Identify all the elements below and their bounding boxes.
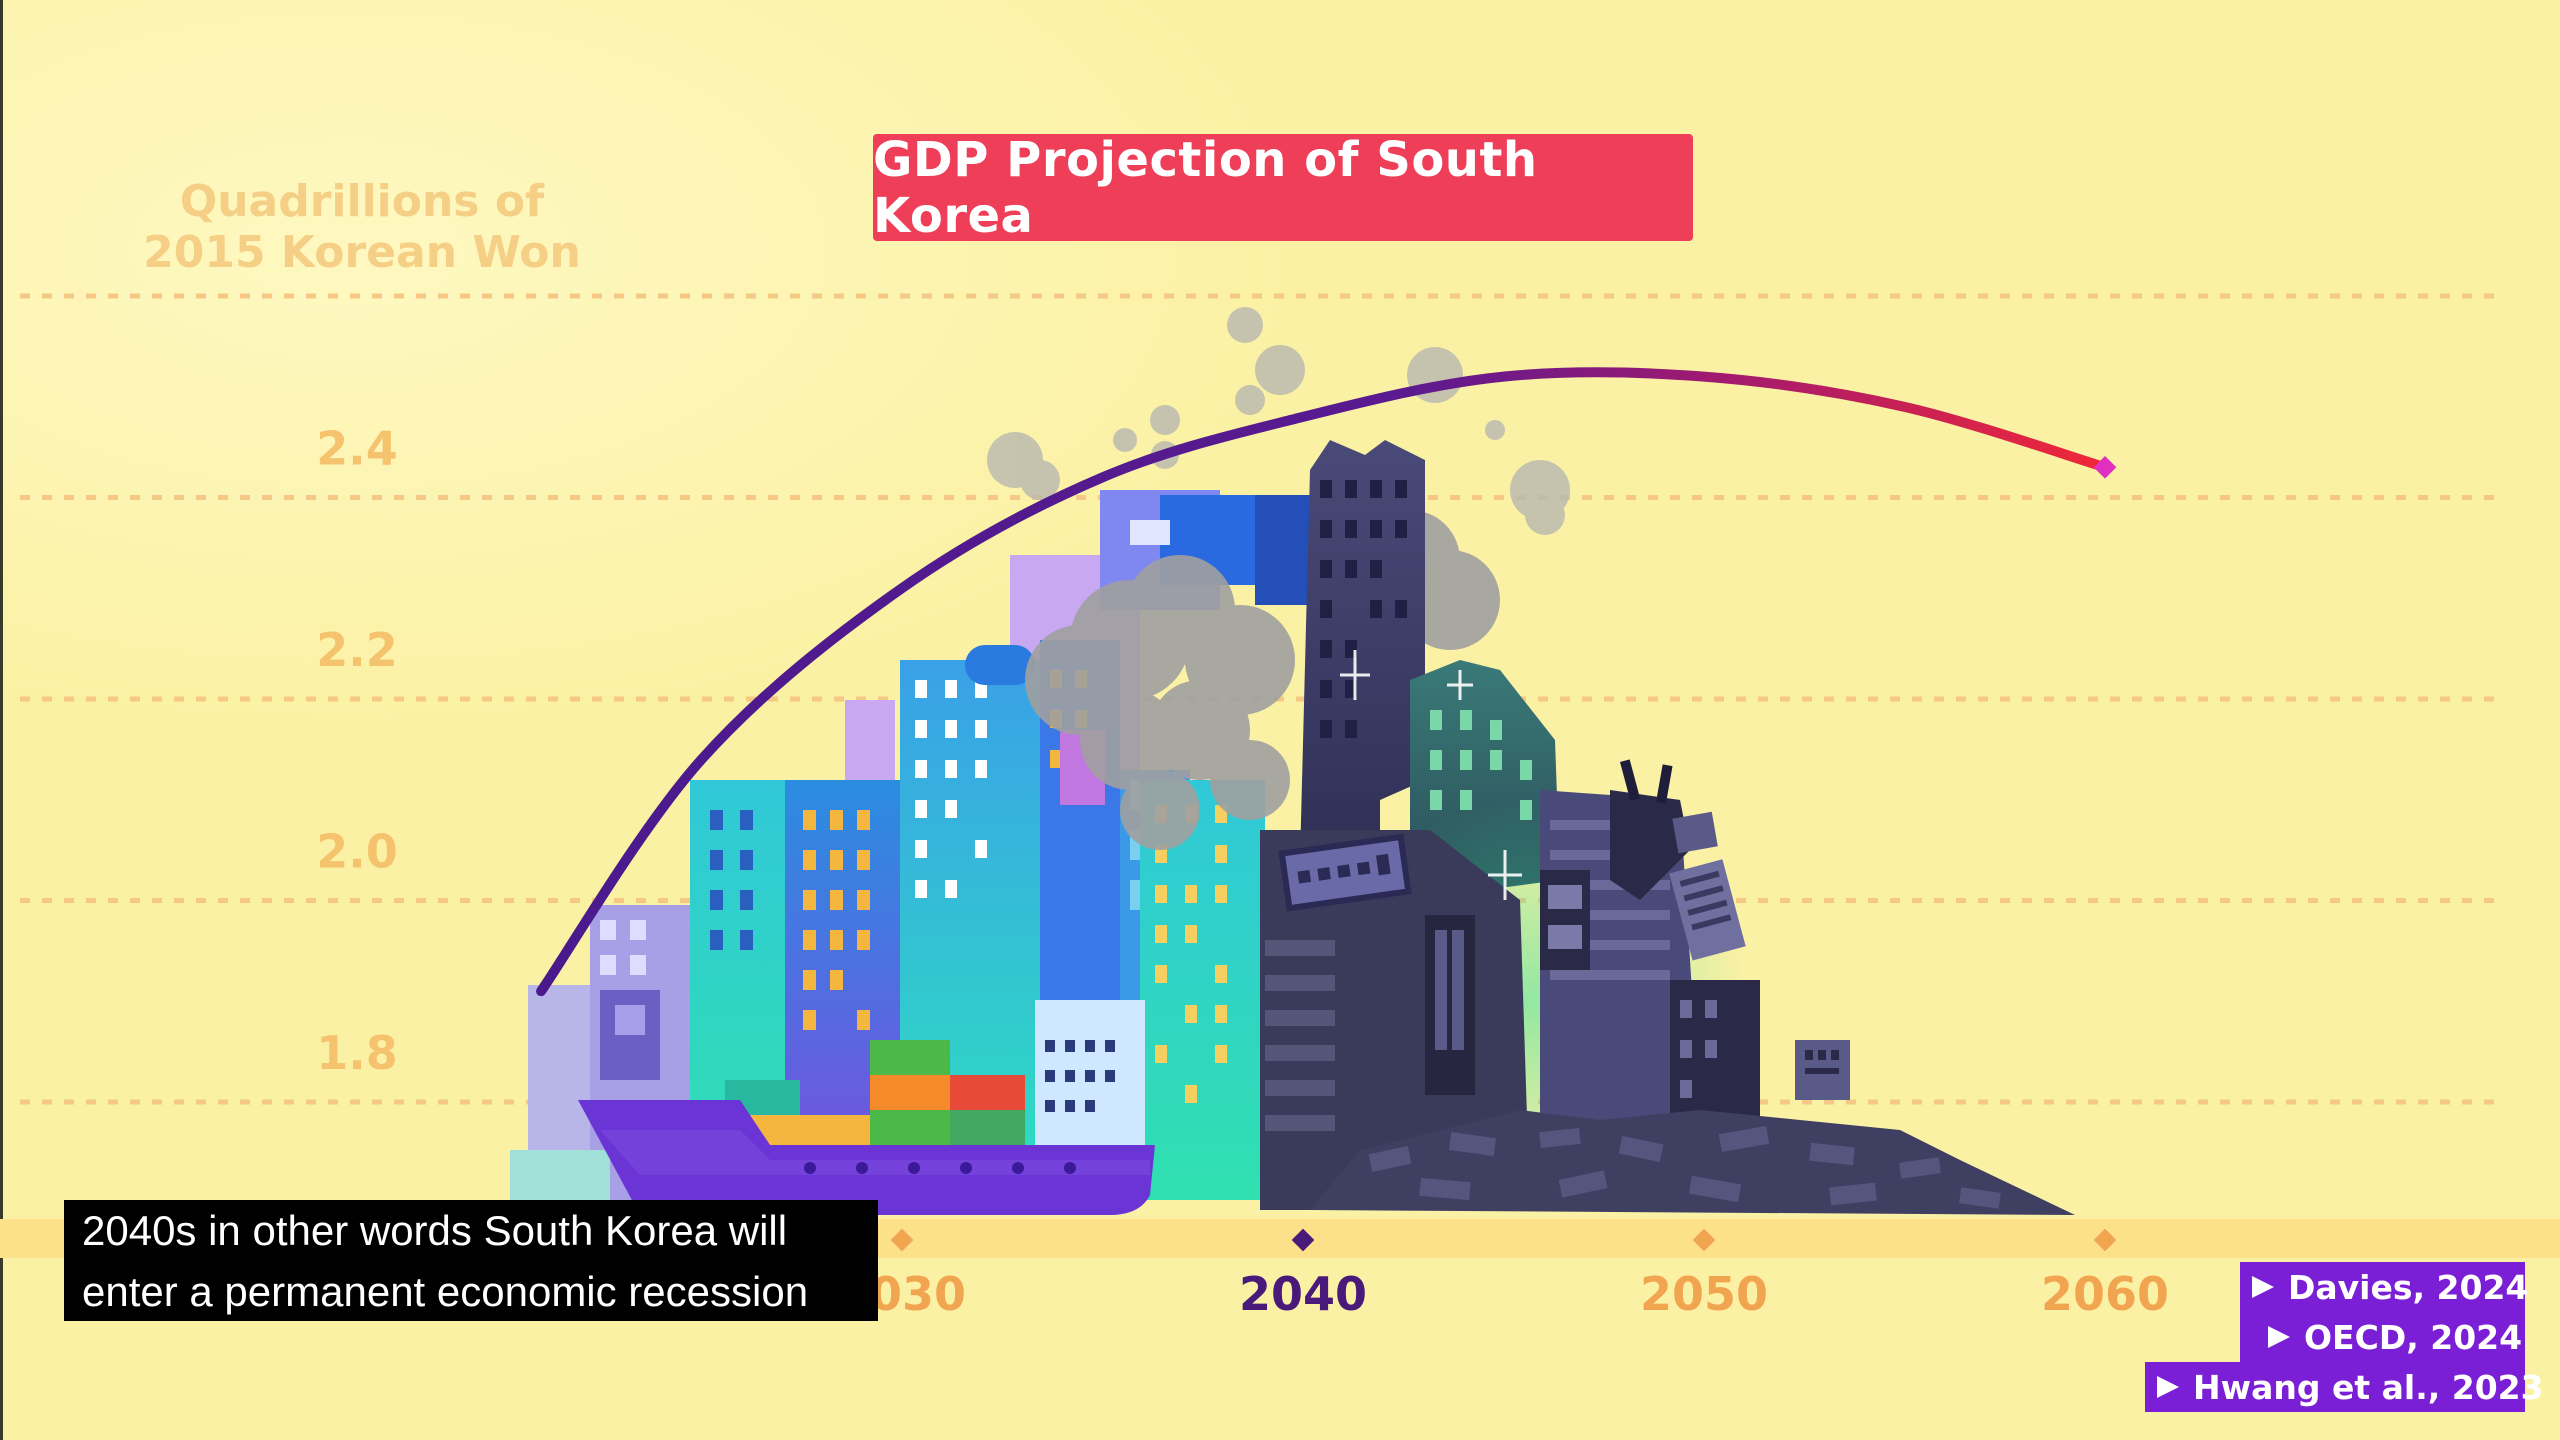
reference-label: OECD, 2024 bbox=[2304, 1317, 2523, 1357]
chart-title: GDP Projection of South Korea bbox=[873, 132, 1693, 244]
play-icon bbox=[2268, 1326, 2290, 1348]
reference-oecd[interactable]: OECD, 2024 bbox=[2240, 1312, 2525, 1362]
y-tick-label: 2.2 bbox=[316, 623, 398, 677]
reference-hwang[interactable]: Hwang et al., 2023 bbox=[2145, 1362, 2544, 1412]
y-axis-title-line-2: 2015 Korean Won bbox=[143, 227, 581, 278]
city-illustration bbox=[510, 307, 2075, 1215]
gdp-series-line bbox=[536, 367, 2110, 997]
x-tick-marker bbox=[1692, 1228, 1716, 1252]
y-tick-label: 2.0 bbox=[316, 825, 398, 879]
subtitle-line-1: 2040s in other words South Korea will bbox=[82, 1207, 788, 1254]
y-axis-title-line-1: Quadrillions of bbox=[180, 176, 545, 227]
x-tick-marker bbox=[2093, 1228, 2117, 1252]
reference-label: Davies, 2024 bbox=[2288, 1267, 2529, 1307]
y-tick-label: 2.4 bbox=[316, 422, 398, 476]
x-tick-marker bbox=[890, 1228, 914, 1252]
left-edge bbox=[0, 0, 3, 1440]
video-subtitle: 2040s in other words South Korea will en… bbox=[64, 1200, 878, 1321]
x-tick-marker bbox=[1291, 1228, 1315, 1252]
subtitle-line-2: enter a permanent economic recession bbox=[82, 1268, 809, 1315]
x-tick-label: 2040 bbox=[1239, 1267, 1367, 1321]
reference-label: Hwang et al., 2023 bbox=[2193, 1367, 2544, 1407]
y-tick-label: 1.8 bbox=[316, 1026, 398, 1080]
x-tick-label: 2050 bbox=[1640, 1267, 1768, 1321]
play-icon bbox=[2252, 1276, 2274, 1298]
gdp-series-endpoint bbox=[2093, 455, 2117, 479]
x-tick-label: 2060 bbox=[2041, 1267, 2169, 1321]
reference-davies[interactable]: Davies, 2024 bbox=[2240, 1262, 2529, 1312]
play-icon bbox=[2157, 1376, 2179, 1398]
y-tick-labels: 1.8 2.0 2.2 2.4 bbox=[316, 422, 398, 1081]
